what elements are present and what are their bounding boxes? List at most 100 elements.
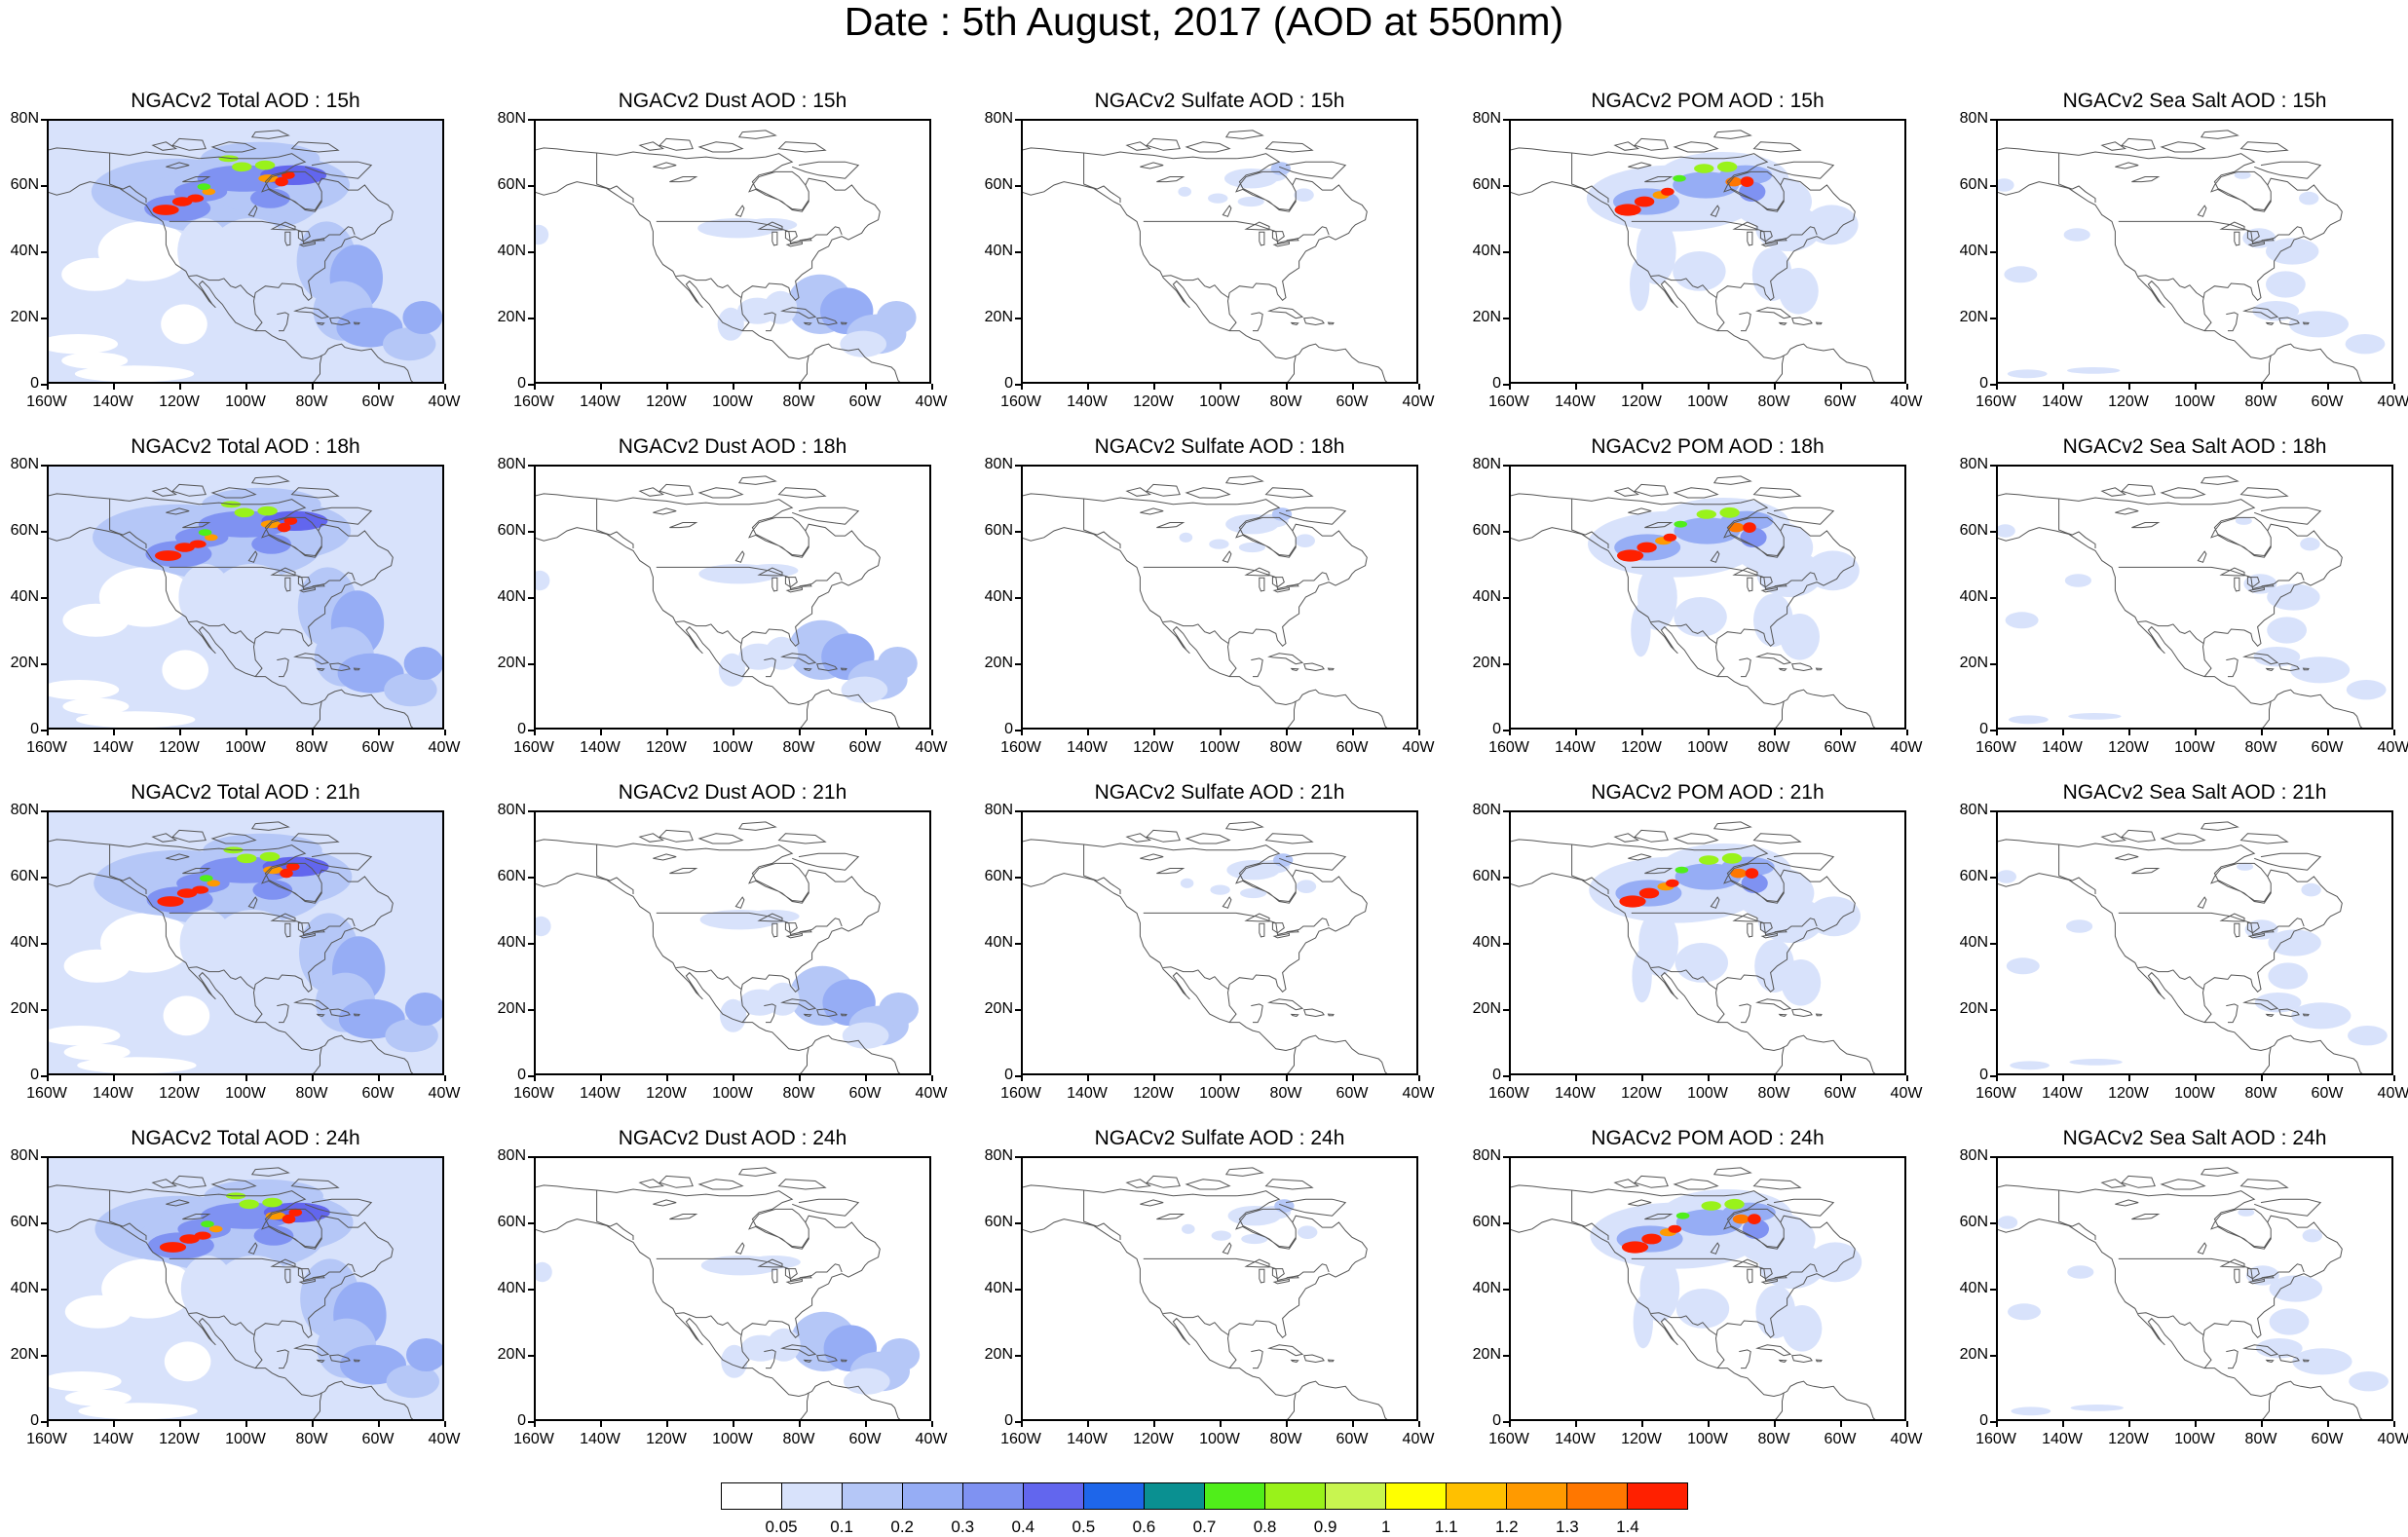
lon-tick bbox=[179, 1075, 181, 1081]
lon-tick-label: 60W bbox=[1824, 394, 1857, 410]
aod-blob bbox=[1699, 855, 1719, 865]
coastline bbox=[1023, 821, 1388, 1073]
lat-tick-label: 0 bbox=[1979, 721, 1988, 737]
lon-tick-label: 140W bbox=[1067, 1431, 1108, 1447]
lon-tick bbox=[1906, 1421, 1908, 1427]
aod-field bbox=[1023, 475, 1388, 728]
lon-tick-label: 140W bbox=[580, 739, 621, 756]
lon-tick bbox=[1153, 730, 1155, 735]
lat-tick bbox=[1990, 185, 1996, 187]
lon-tick bbox=[666, 730, 668, 735]
lon-tick bbox=[2327, 730, 2329, 735]
map-panel-total-24h bbox=[47, 1156, 444, 1421]
colorbar-box bbox=[843, 1483, 903, 1509]
lat-tick bbox=[41, 1421, 47, 1423]
panel-title-seasalt-21h: NGACv2 Sea Salt AOD : 21h bbox=[2062, 781, 2327, 804]
lat-tick-label: 20N bbox=[497, 1000, 526, 1017]
aod-blob bbox=[1296, 880, 1317, 893]
aod-blob bbox=[1807, 896, 1861, 937]
lon-tick bbox=[2393, 1075, 2395, 1081]
coastline bbox=[1511, 1167, 1876, 1419]
lon-tick bbox=[1840, 384, 1842, 390]
lon-tick-label: 40W bbox=[1402, 1085, 1435, 1102]
aod-blob bbox=[2346, 680, 2387, 700]
lon-tick-label: 60W bbox=[361, 1431, 395, 1447]
lat-tick bbox=[1503, 384, 1509, 386]
aod-blob bbox=[2288, 311, 2349, 338]
aod-field bbox=[1511, 475, 1876, 728]
lat-tick bbox=[528, 1289, 534, 1291]
aod-blob bbox=[2234, 170, 2251, 179]
aod-blob bbox=[262, 1197, 282, 1208]
lat-tick-label: 0 bbox=[1004, 721, 1013, 737]
aod-blob bbox=[1619, 895, 1646, 908]
aod-blob bbox=[192, 885, 209, 894]
aod-blob bbox=[254, 160, 276, 170]
aod-field bbox=[1511, 821, 1876, 1073]
map-panel-dust-15h bbox=[534, 119, 931, 384]
lon-tick-label: 100W bbox=[712, 1431, 753, 1447]
lon-tick bbox=[600, 384, 602, 390]
lat-tick-label: 0 bbox=[1979, 375, 1988, 392]
colorbar-label: 1.3 bbox=[1556, 1518, 1579, 1536]
aod-blob bbox=[178, 564, 232, 630]
lat-tick-label: 80N bbox=[1959, 1147, 1988, 1164]
lat-tick bbox=[528, 730, 534, 731]
map-panel-dust-18h bbox=[534, 465, 931, 730]
lat-tick-label: 80N bbox=[984, 110, 1013, 127]
lon-tick-label: 60W bbox=[1824, 1085, 1857, 1102]
aod-blob bbox=[212, 910, 293, 976]
aod-blob bbox=[286, 862, 300, 871]
coastline bbox=[1998, 821, 2363, 1073]
lon-tick bbox=[245, 730, 247, 735]
aod-blob bbox=[2268, 962, 2309, 990]
lon-tick bbox=[666, 1421, 668, 1427]
aod-blob bbox=[164, 1341, 211, 1382]
aod-blob bbox=[1211, 1230, 1231, 1241]
lat-tick bbox=[1990, 1289, 1996, 1291]
lon-tick-label: 120W bbox=[159, 394, 200, 410]
lon-tick-label: 40W bbox=[1890, 394, 1923, 410]
lat-tick-label: 40N bbox=[497, 588, 526, 605]
lon-tick bbox=[1906, 730, 1908, 735]
aod-blob bbox=[74, 365, 195, 382]
lat-tick bbox=[1990, 1075, 1996, 1077]
lon-tick bbox=[733, 1075, 734, 1081]
aod-blob bbox=[746, 910, 800, 923]
lat-tick bbox=[528, 185, 534, 187]
aod-blob bbox=[1298, 1225, 1318, 1239]
lat-tick-label: 0 bbox=[1004, 375, 1013, 392]
lon-tick bbox=[179, 1421, 181, 1427]
lat-tick-label: 20N bbox=[497, 1346, 526, 1363]
lon-tick-label: 80W bbox=[1269, 394, 1302, 410]
aod-blob bbox=[1663, 533, 1677, 542]
lon-tick bbox=[1774, 1421, 1776, 1427]
colorbar-label: 1.4 bbox=[1616, 1518, 1639, 1536]
lon-tick-label: 140W bbox=[93, 1431, 133, 1447]
colorbar-box bbox=[1567, 1483, 1628, 1509]
aod-blob bbox=[2301, 882, 2321, 897]
aod-blob bbox=[210, 218, 290, 284]
lon-tick-label: 100W bbox=[225, 1085, 266, 1102]
lon-tick bbox=[799, 1075, 801, 1081]
aod-blob bbox=[62, 697, 130, 715]
aod-blob bbox=[2004, 266, 2038, 283]
lon-tick bbox=[2261, 1421, 2263, 1427]
aod-blob bbox=[1674, 520, 1687, 528]
lon-tick bbox=[534, 1075, 536, 1081]
aod-field bbox=[49, 1158, 442, 1419]
lat-tick bbox=[528, 465, 534, 467]
lon-tick-label: 80W bbox=[782, 739, 815, 756]
lat-tick bbox=[41, 597, 47, 599]
lat-tick bbox=[1990, 119, 1996, 121]
lat-tick-label: 60N bbox=[1959, 176, 1988, 193]
lon-tick-label: 40W bbox=[2377, 394, 2408, 410]
lon-tick-label: 100W bbox=[1199, 739, 1240, 756]
lat-tick-label: 60N bbox=[10, 868, 39, 884]
aod-blob bbox=[179, 1234, 200, 1244]
colorbar-box bbox=[1024, 1483, 1084, 1509]
colorbar-box bbox=[1507, 1483, 1567, 1509]
aod-field bbox=[1998, 821, 2388, 1073]
panel-title-pom-15h: NGACv2 POM AOD : 15h bbox=[1591, 90, 1825, 112]
lat-tick bbox=[528, 1355, 534, 1357]
